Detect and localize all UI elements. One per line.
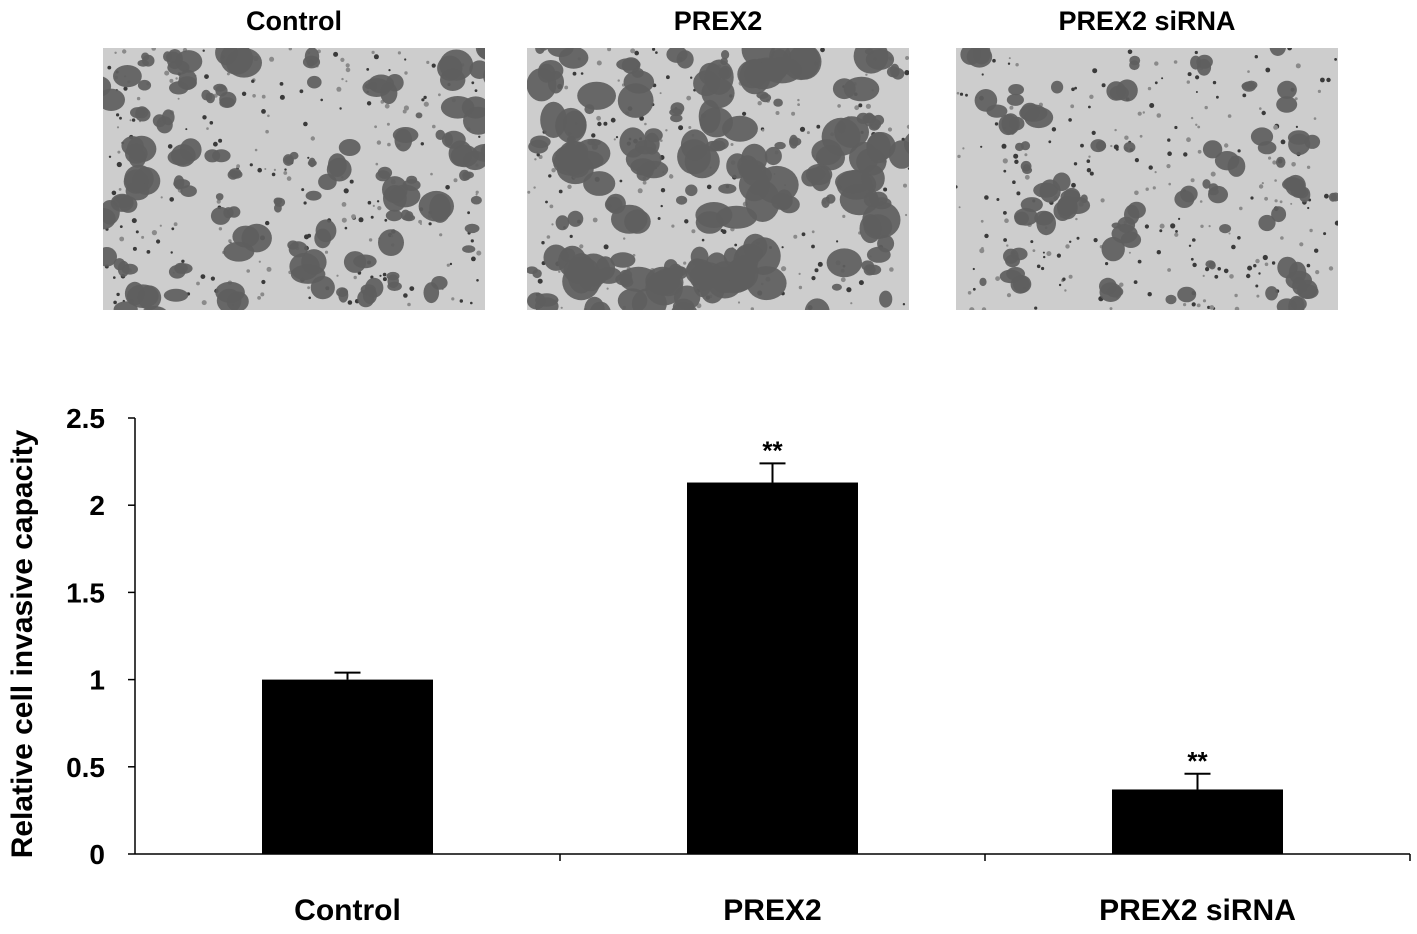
y-ticks: 0 0.5 1 1.5 2 2.5 (66, 403, 135, 870)
bar-1 (262, 679, 433, 854)
x-tick-label: PREX2 (723, 894, 821, 927)
bar-chart: 0 0.5 1 1.5 2 2.5 ** ** Control PREX2 PREX2 siRN… (6, 403, 1411, 927)
y-tick-label: 0.5 (66, 752, 105, 783)
micrograph-control (103, 48, 485, 310)
bar-3 (1112, 789, 1283, 854)
y-axis-label: Relative cell invasive capacity (6, 429, 39, 858)
panel-title-prex2-sirna: PREX2 siRNA (1058, 6, 1236, 36)
y-tick-label: 1.5 (66, 577, 105, 608)
panel-title-control: Control (246, 6, 342, 36)
panel-title-prex2: PREX2 (673, 6, 763, 36)
x-tick-label: Control (294, 894, 401, 927)
y-tick-label: 2 (89, 490, 105, 521)
x-tick-label: PREX2 siRNA (1099, 894, 1296, 927)
bar-2 (687, 482, 858, 854)
significance-label: ** (762, 435, 783, 465)
y-tick-label: 1 (89, 665, 105, 696)
bars: ** ** (262, 435, 1283, 854)
y-tick-label: 2.5 (66, 403, 105, 434)
x-tick-labels: Control PREX2 PREX2 siRNA (294, 894, 1296, 927)
y-tick-label: 0 (89, 839, 105, 870)
significance-label: ** (1187, 746, 1208, 776)
micrograph-prex2-sirna (956, 48, 1338, 310)
micrograph-prex2 (527, 48, 909, 310)
